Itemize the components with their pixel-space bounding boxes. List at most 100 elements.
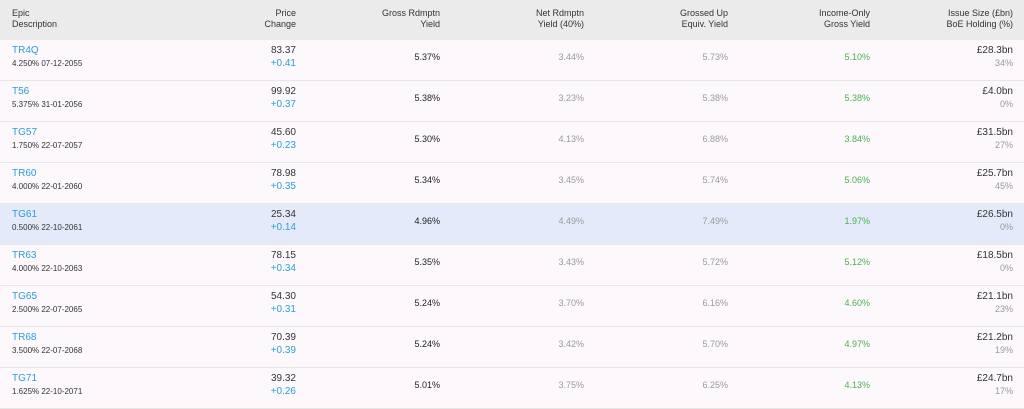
issue-size: £25.7bn [976, 168, 1013, 179]
bond-description: 4.000% 22-10-2063 [12, 264, 83, 273]
boe-holding: 45% [994, 181, 1013, 191]
income-only-yield: 5.12% [844, 257, 870, 267]
price-change: +0.41 [270, 58, 296, 69]
bond-description: 2.500% 22-07-2065 [12, 305, 83, 314]
table-row[interactable]: TR68 3.500% 22-07-2068 70.39 +0.39 5.24% 3.42… [0, 327, 1024, 368]
header-income-yield[interactable]: Income-Only Gross Yield [818, 8, 870, 29]
income-only-yield: 4.97% [844, 339, 870, 349]
epic-link[interactable]: TG71 [12, 373, 38, 384]
issue-size: £21.1bn [976, 291, 1013, 302]
header-issue-size[interactable]: Issue Size (£bn) BoE Holding (%) [946, 8, 1013, 29]
bond-description: 0.500% 22-10-2061 [12, 223, 83, 232]
grossed-up-yield: 6.88% [702, 134, 728, 144]
net-redemption-yield: 3.75% [558, 380, 584, 390]
header-net-yield[interactable]: Net Rdmptn Yield (40%) [535, 8, 584, 29]
gross-redemption-yield: 4.96% [414, 216, 440, 226]
table-row[interactable]: TG65 2.500% 22-07-2065 54.30 +0.31 5.24% 3.70… [0, 286, 1024, 327]
income-only-yield: 5.10% [844, 52, 870, 62]
price-value: 39.32 [270, 373, 296, 384]
grossed-up-yield: 6.16% [702, 298, 728, 308]
bond-description: 1.625% 22-10-2071 [12, 387, 83, 396]
gross-redemption-yield: 5.24% [414, 298, 440, 308]
grossed-up-yield: 5.73% [702, 52, 728, 62]
bond-description: 4.250% 07-12-2055 [12, 59, 83, 68]
epic-link[interactable]: TG57 [12, 127, 38, 138]
net-redemption-yield: 4.49% [558, 216, 584, 226]
gross-redemption-yield: 5.01% [414, 380, 440, 390]
net-redemption-yield: 3.45% [558, 175, 584, 185]
price-value: 78.98 [270, 168, 296, 179]
price-change: +0.34 [270, 263, 296, 274]
scrollbar[interactable] [1018, 40, 1024, 402]
table-row[interactable]: TG71 1.625% 22-10-2071 39.32 +0.26 5.01% 3.75… [0, 368, 1024, 409]
net-redemption-yield: 3.43% [558, 257, 584, 267]
issue-size: £4.0bn [982, 86, 1013, 97]
grossed-up-yield: 5.38% [702, 93, 728, 103]
grossed-up-yield: 5.74% [702, 175, 728, 185]
table-row[interactable]: T56 5.375% 31-01-2056 99.92 +0.37 5.38% 3.23%… [0, 81, 1024, 122]
issue-size: £21.2bn [976, 332, 1013, 343]
epic-link[interactable]: TG61 [12, 209, 38, 220]
net-redemption-yield: 3.42% [558, 339, 584, 349]
epic-link[interactable]: TR63 [12, 250, 37, 261]
gross-redemption-yield: 5.38% [414, 93, 440, 103]
price-value: 54.30 [270, 291, 296, 302]
epic-link[interactable]: T56 [12, 86, 30, 97]
net-redemption-yield: 3.23% [558, 93, 584, 103]
header-gross-yield[interactable]: Gross Rdmptn Yield [381, 8, 440, 29]
boe-holding: 0% [999, 263, 1013, 273]
price-value: 70.39 [270, 332, 296, 343]
gross-redemption-yield: 5.34% [414, 175, 440, 185]
income-only-yield: 5.06% [844, 175, 870, 185]
net-redemption-yield: 3.70% [558, 298, 584, 308]
issue-size: £28.3bn [976, 45, 1013, 56]
boe-holding: 0% [999, 222, 1013, 232]
header-epic[interactable]: Epic Description [12, 8, 58, 29]
issue-size: £26.5bn [976, 209, 1013, 220]
table-row[interactable]: TR4Q 4.250% 07-12-2055 83.37 +0.41 5.37% 3.44… [0, 40, 1024, 81]
income-only-yield: 3.84% [844, 134, 870, 144]
boe-holding: 34% [994, 58, 1013, 68]
price-change: +0.31 [270, 304, 296, 315]
grossed-up-yield: 7.49% [702, 216, 728, 226]
grossed-up-yield: 5.72% [702, 257, 728, 267]
bond-description: 3.500% 22-07-2068 [12, 346, 83, 355]
boe-holding: 23% [994, 304, 1013, 314]
boe-holding: 27% [994, 140, 1013, 150]
table-row[interactable]: TG61 0.500% 22-10-2061 25.34 +0.14 4.96% 4.49… [0, 204, 1024, 245]
price-change: +0.35 [270, 181, 296, 192]
epic-link[interactable]: TR4Q [12, 45, 39, 56]
bond-description: 5.375% 31-01-2056 [12, 100, 83, 109]
income-only-yield: 4.13% [844, 380, 870, 390]
price-value: 25.34 [270, 209, 296, 220]
epic-link[interactable]: TR60 [12, 168, 37, 179]
bond-description: 4.000% 22-01-2060 [12, 182, 83, 191]
gross-redemption-yield: 5.24% [414, 339, 440, 349]
grossed-up-yield: 6.25% [702, 380, 728, 390]
issue-size: £31.5bn [976, 127, 1013, 138]
header-grossed-up-yield[interactable]: Grossed Up Equiv. Yield [679, 8, 728, 29]
gross-redemption-yield: 5.35% [414, 257, 440, 267]
issue-size: £24.7bn [976, 373, 1013, 384]
bond-description: 1.750% 22-07-2057 [12, 141, 83, 150]
header-price[interactable]: Price Change [264, 8, 296, 29]
boe-holding: 17% [994, 386, 1013, 396]
epic-link[interactable]: TG65 [12, 291, 38, 302]
issue-size: £18.5bn [976, 250, 1013, 261]
income-only-yield: 5.38% [844, 93, 870, 103]
epic-link[interactable]: TR68 [12, 332, 37, 343]
table-row[interactable]: TG57 1.750% 22-07-2057 45.60 +0.23 5.30% 4.13… [0, 122, 1024, 163]
price-value: 99.92 [270, 86, 296, 97]
income-only-yield: 4.60% [844, 298, 870, 308]
net-redemption-yield: 3.44% [558, 52, 584, 62]
boe-holding: 0% [999, 99, 1013, 109]
net-redemption-yield: 4.13% [558, 134, 584, 144]
table-row[interactable]: TR60 4.000% 22-01-2060 78.98 +0.35 5.34% 3.45… [0, 163, 1024, 204]
income-only-yield: 1.97% [844, 216, 870, 226]
price-change: +0.14 [270, 222, 296, 233]
boe-holding: 19% [994, 345, 1013, 355]
table-header: Epic Description Price Change Gross Rdmp… [0, 0, 1024, 40]
price-value: 45.60 [270, 127, 296, 138]
table-row[interactable]: TR63 4.000% 22-10-2063 78.15 +0.34 5.35% 3.43… [0, 245, 1024, 286]
